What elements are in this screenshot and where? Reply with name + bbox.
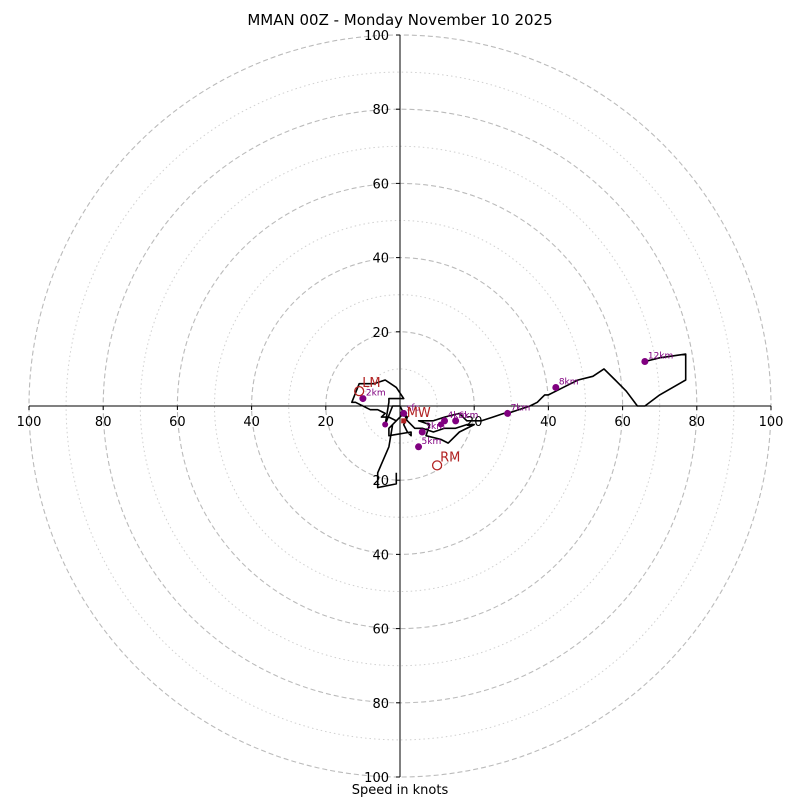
hodograph-trace	[350, 353, 687, 489]
motion-marker	[354, 386, 365, 397]
level-point	[441, 417, 449, 425]
level-label: 12km	[648, 351, 673, 361]
motion-marker	[401, 418, 407, 424]
level-point	[359, 395, 367, 403]
y-tick-label: 40	[372, 252, 389, 267]
x-tick-label: 80	[95, 415, 112, 430]
level-point	[415, 443, 423, 451]
level-point	[504, 409, 512, 417]
level-label: 3km	[425, 422, 445, 432]
x-tick-label: 80	[689, 415, 706, 430]
level-point	[382, 421, 389, 428]
chart-title: MMAN 00Z - Monday November 10 2025	[247, 11, 553, 29]
x-tick-label: 60	[614, 415, 631, 430]
level-point	[418, 428, 426, 436]
level-point	[552, 383, 560, 391]
x-tick-label: 60	[169, 415, 186, 430]
y-tick-label: 80	[372, 103, 389, 118]
level-label: 2km	[366, 389, 386, 399]
level-label: 7km	[511, 403, 531, 413]
motion-label: RM	[440, 450, 460, 465]
level-label: 6km	[459, 411, 479, 421]
level-label: sfc	[407, 403, 420, 413]
level-point	[452, 417, 460, 425]
level-point	[641, 357, 649, 365]
y-tick-label: 60	[372, 623, 389, 638]
x-tick-label: 20	[318, 415, 335, 430]
motion-label: MW	[407, 406, 431, 421]
level-label: 4km	[448, 411, 468, 421]
x-tick-label: 100	[759, 415, 784, 430]
y-tick-label: 20	[372, 326, 389, 341]
x-tick-label: 100	[17, 415, 42, 430]
motion-marker	[431, 460, 443, 471]
x-tick-label: 40	[540, 415, 557, 430]
level-point	[400, 409, 408, 417]
y-tick-label: 40	[372, 548, 389, 563]
x-axis-label: Speed in knots	[351, 783, 449, 798]
level-label: 5km	[422, 437, 442, 447]
motion-label: LM	[362, 376, 380, 391]
y-tick-label: 60	[372, 177, 389, 192]
y-tick-label: 100	[364, 29, 389, 44]
x-tick-label: 40	[243, 415, 260, 430]
y-tick-label: 100	[364, 771, 389, 786]
y-tick-label: 80	[372, 697, 389, 712]
level-label: 8km	[559, 377, 579, 387]
